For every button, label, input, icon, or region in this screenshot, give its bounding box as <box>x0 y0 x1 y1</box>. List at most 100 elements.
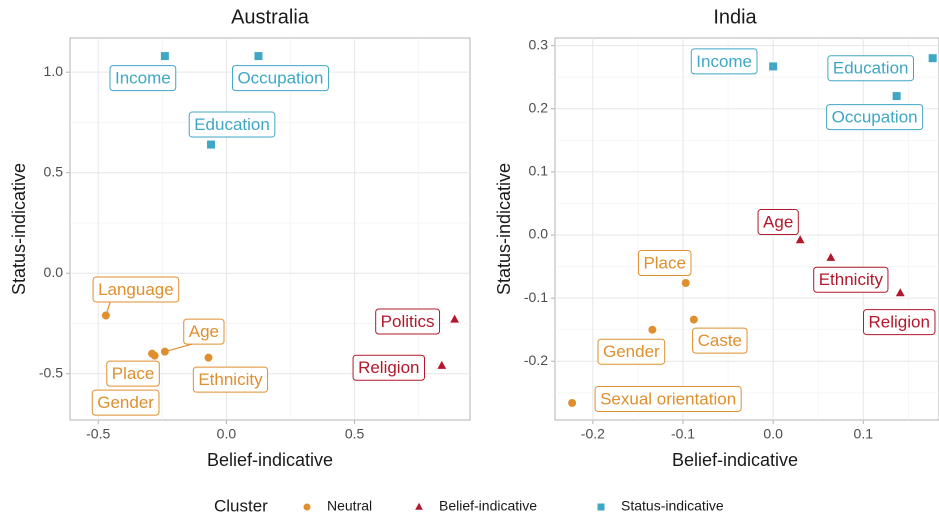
point <box>769 62 778 71</box>
label-box <box>375 308 441 335</box>
point <box>207 140 216 149</box>
point <box>160 347 169 356</box>
y-tick-label: 0.5 <box>44 163 64 179</box>
label-box <box>827 55 915 82</box>
label-box <box>637 249 692 276</box>
point-label: Gender <box>597 338 666 365</box>
label-text: Income <box>115 69 171 88</box>
label-text: Education <box>194 115 270 134</box>
y-tick-label: 1.0 <box>44 63 64 79</box>
point-label: Caste <box>692 327 748 354</box>
point <box>450 314 460 323</box>
label-box <box>690 48 758 75</box>
x-axis-label: Belief-indicative <box>672 450 798 470</box>
label-text: Religion <box>358 358 419 377</box>
x-tick-label: 0.0 <box>763 426 783 442</box>
x-tick-label: 0.5 <box>345 426 365 442</box>
legend-label: Status-indicative <box>621 498 724 514</box>
label-text: Place <box>643 253 686 272</box>
label-text: Education <box>833 59 909 78</box>
point <box>437 360 447 369</box>
point <box>826 252 836 261</box>
y-tick-label: 0.2 <box>529 99 549 115</box>
point-label: Religion <box>863 309 936 336</box>
label-text: Occupation <box>237 69 323 88</box>
label-box <box>813 266 889 293</box>
legend-key <box>597 503 605 511</box>
label-box <box>92 276 180 303</box>
point-label: Age <box>757 209 799 236</box>
label-text: Sexual orientation <box>600 389 736 408</box>
label-box <box>594 385 742 412</box>
point <box>795 235 805 244</box>
point <box>204 353 213 362</box>
y-axis-label: Status-indicative <box>494 163 514 295</box>
chart-title: India <box>713 6 757 28</box>
point-label: Place <box>637 249 692 276</box>
point <box>928 54 937 63</box>
point-label: Income <box>109 65 177 92</box>
point-label: Place <box>106 360 160 387</box>
label-text: Age <box>189 322 219 341</box>
point-label: Occupation <box>231 65 329 92</box>
label-text: Gender <box>97 393 154 412</box>
y-tick-label: 0.3 <box>529 36 549 52</box>
label-box <box>757 209 799 236</box>
y-tick-label: -0.5 <box>39 364 63 380</box>
point-label: Gender <box>91 389 160 416</box>
label-text: Ethnicity <box>819 270 884 289</box>
y-tick-label: 0.0 <box>529 226 549 242</box>
label-text: Ethnicity <box>198 370 263 389</box>
label-text: Occupation <box>832 108 918 127</box>
label-text: Gender <box>603 342 660 361</box>
y-axis-label: Status-indicative <box>9 163 29 295</box>
label-box <box>188 111 276 138</box>
point <box>254 52 263 61</box>
point <box>150 351 159 360</box>
x-tick-label: -0.1 <box>671 426 695 442</box>
label-box <box>863 309 936 336</box>
label-text: Age <box>763 213 793 232</box>
label-box <box>231 65 329 92</box>
label-text: Religion <box>869 313 930 332</box>
label-box <box>91 389 160 416</box>
x-tick-label: -0.5 <box>86 426 110 442</box>
legend-label: Belief-indicative <box>439 498 537 514</box>
x-tick-label: -0.2 <box>581 426 605 442</box>
label-box <box>352 354 426 381</box>
point-label: Age <box>164 318 225 353</box>
y-tick-label: -0.1 <box>524 289 548 305</box>
point-label: Income <box>690 48 758 75</box>
point <box>681 278 690 287</box>
point-label: Sexual orientation <box>594 385 742 412</box>
point-label: Ethnicity <box>813 266 889 293</box>
label-box <box>692 327 748 354</box>
legend-key <box>303 503 311 511</box>
point-label: Education <box>827 55 915 82</box>
label-segment <box>164 343 192 353</box>
legend-key <box>415 502 423 510</box>
x-tick-label: 0.0 <box>217 426 237 442</box>
point-label: Language <box>92 276 180 316</box>
point <box>648 325 657 334</box>
point <box>101 311 110 320</box>
label-text: Politics <box>381 312 435 331</box>
x-tick-label: 0.1 <box>854 426 874 442</box>
y-tick-label: 0.1 <box>529 163 549 179</box>
point-label: Religion <box>352 354 426 381</box>
label-text: Income <box>696 52 752 71</box>
point-label: Politics <box>375 308 441 335</box>
y-tick-label: 0.0 <box>44 264 64 280</box>
point <box>892 92 901 101</box>
label-box <box>192 366 269 393</box>
label-text: Language <box>98 280 174 299</box>
y-tick-label: -0.2 <box>524 352 548 368</box>
point <box>689 315 698 324</box>
label-text: Place <box>112 364 155 383</box>
point <box>895 288 905 297</box>
label-box <box>183 318 225 345</box>
label-box <box>597 338 666 365</box>
point-label: Occupation <box>826 104 924 131</box>
point <box>568 398 577 407</box>
